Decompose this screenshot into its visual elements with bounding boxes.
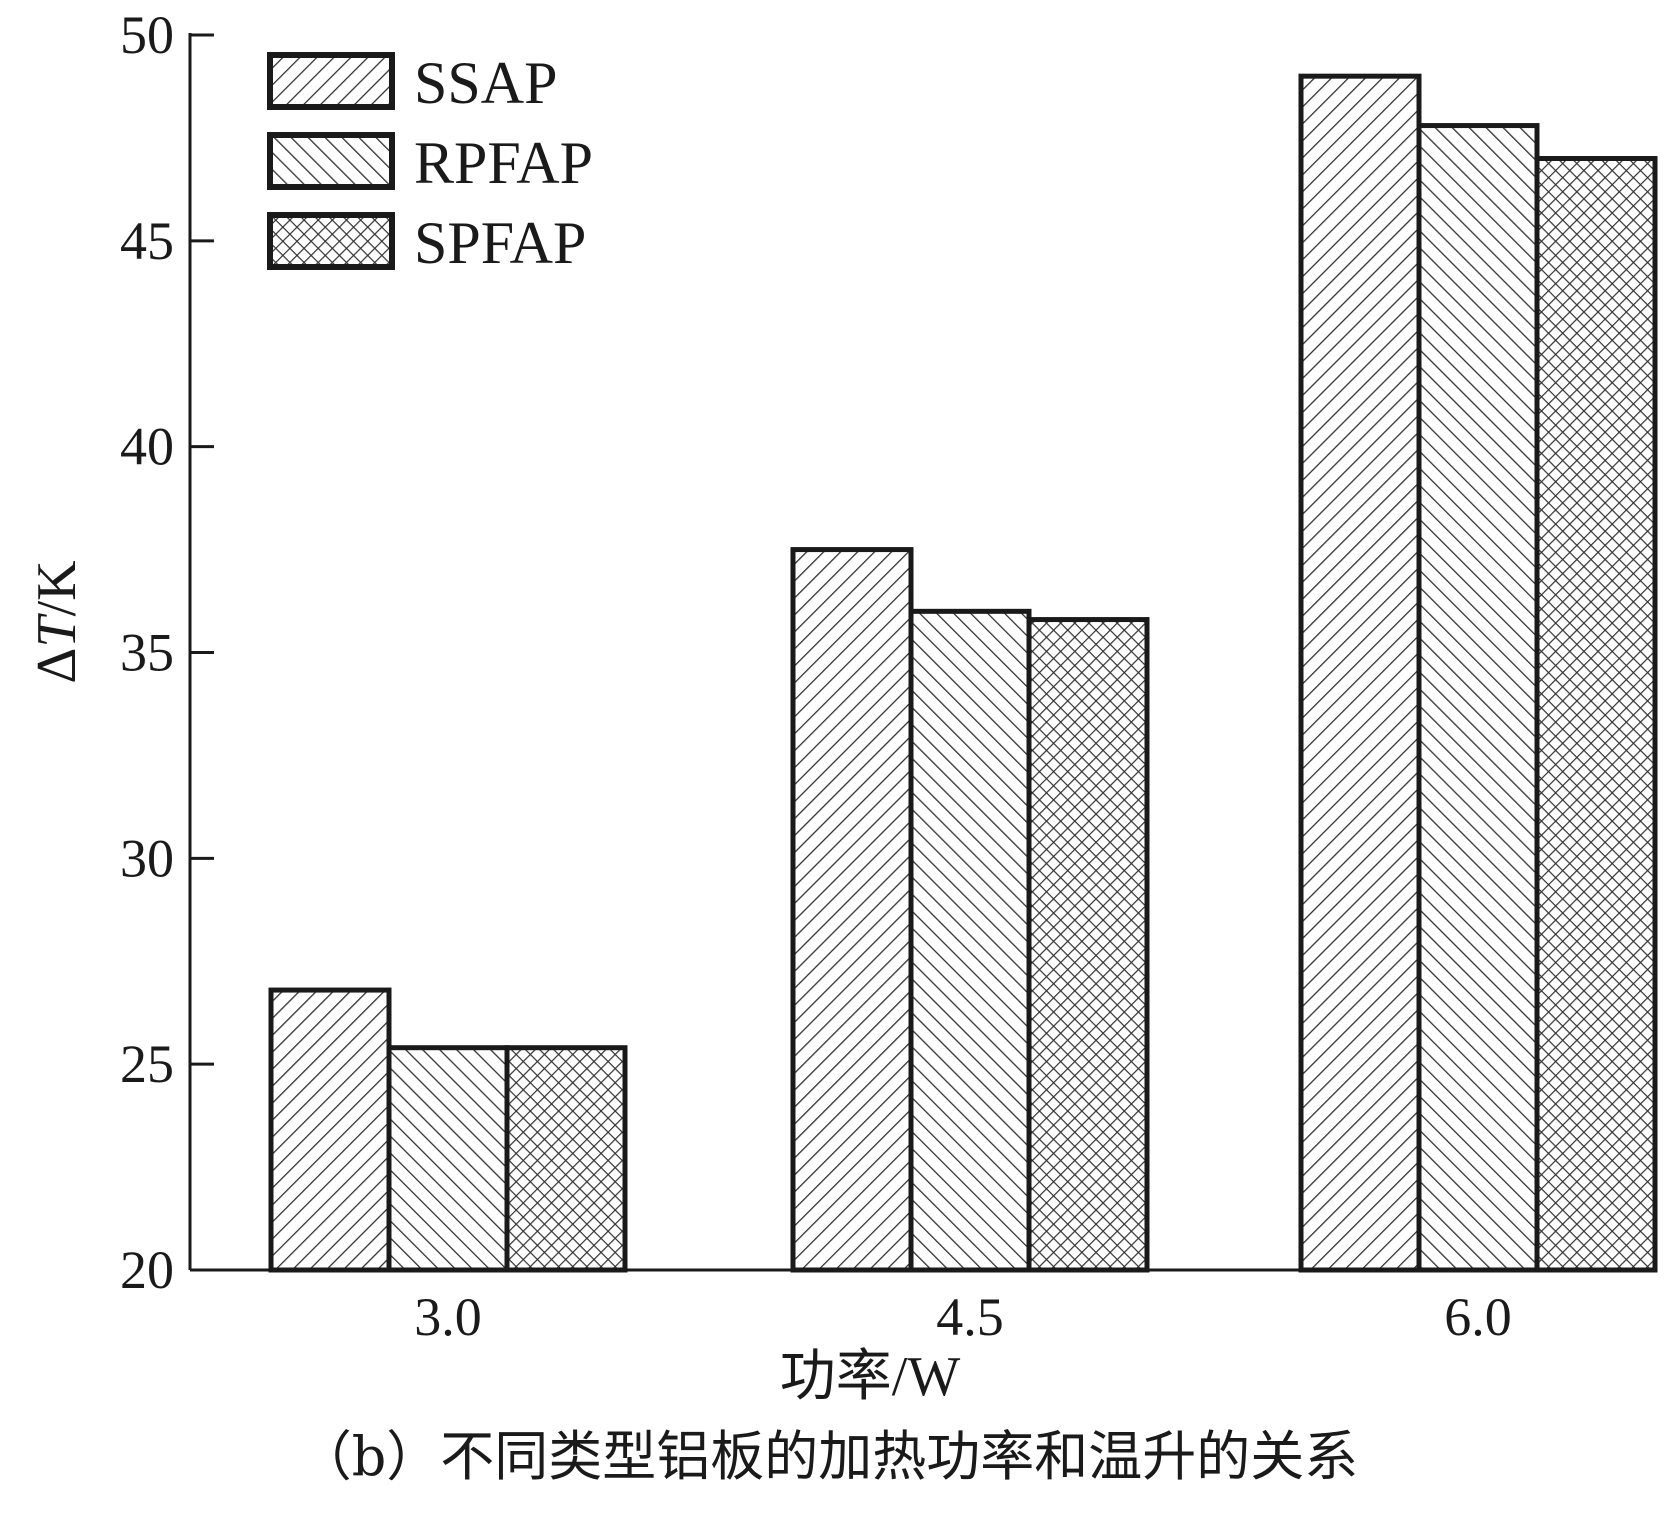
x-axis: 3.0 4.5 6.0 bbox=[190, 1268, 1648, 1347]
y-tick-label: 35 bbox=[120, 623, 174, 683]
bar-ssap-4-5 bbox=[790, 547, 914, 1273]
legend-label-spfap: SPFAP bbox=[414, 210, 586, 276]
x-tick-label: 3.0 bbox=[414, 1287, 482, 1347]
y-tick-label: 30 bbox=[120, 828, 174, 888]
bar-ssap-3-0 bbox=[268, 987, 392, 1273]
y-tick-label: 25 bbox=[120, 1034, 174, 1094]
bar-rpfap-3-0 bbox=[386, 1045, 510, 1273]
legend-swatch-rpfap bbox=[267, 132, 395, 190]
legend: SSAP RPFAP SPFAP bbox=[267, 50, 593, 276]
x-tick-label: 4.5 bbox=[936, 1287, 1004, 1347]
bar-spfap-4-5 bbox=[1026, 617, 1150, 1273]
y-axis-label: ΔT/K bbox=[26, 560, 88, 683]
legend-swatch-ssap bbox=[267, 52, 395, 110]
bar-rpfap-6-0 bbox=[1416, 123, 1540, 1273]
bar-ssap-6-0 bbox=[1298, 73, 1422, 1273]
y-axis: 20 25 30 35 40 45 50 bbox=[120, 5, 214, 1300]
y-tick-label: 45 bbox=[120, 211, 174, 271]
bar-spfap-3-0 bbox=[504, 1045, 628, 1273]
legend-swatch-spfap bbox=[267, 212, 395, 270]
bar-rpfap-4-5 bbox=[908, 608, 1032, 1273]
y-tick-label: 20 bbox=[120, 1240, 174, 1300]
y-tick-label: 50 bbox=[120, 5, 174, 65]
legend-label-rpfap: RPFAP bbox=[414, 130, 593, 196]
legend-label-ssap: SSAP bbox=[414, 50, 557, 116]
bar-spfap-6-0 bbox=[1534, 156, 1658, 1273]
x-tick-label: 6.0 bbox=[1444, 1287, 1512, 1347]
bars-layer bbox=[268, 73, 1658, 1273]
figure-caption: （b）不同类型铝板的加热功率和温升的关系 bbox=[298, 1425, 1359, 1488]
x-axis-label: 功率/W bbox=[780, 1346, 961, 1408]
y-tick-label: 40 bbox=[120, 417, 174, 477]
